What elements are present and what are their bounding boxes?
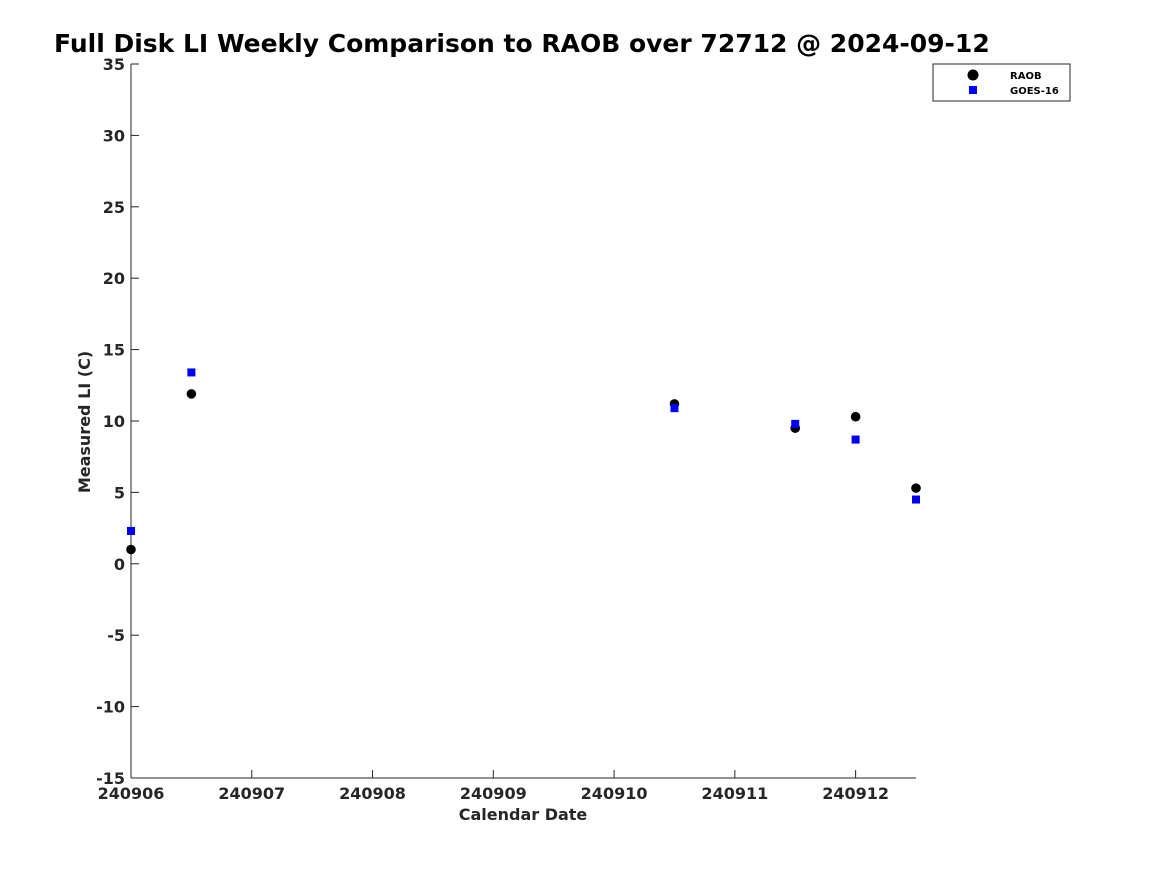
x-tick-label: 240909 bbox=[460, 784, 527, 803]
x-tick-label: 240908 bbox=[339, 784, 406, 803]
data-point bbox=[850, 411, 861, 422]
y-tick-label: 5 bbox=[114, 483, 125, 502]
y-tick-label: 10 bbox=[103, 412, 125, 431]
data-point bbox=[187, 368, 196, 377]
y-tick-label: 20 bbox=[103, 269, 125, 288]
chart-title: Full Disk LI Weekly Comparison to RAOB o… bbox=[54, 29, 990, 58]
x-tick-label: 240907 bbox=[218, 784, 285, 803]
y-tick-label: 35 bbox=[103, 55, 125, 74]
data-point bbox=[127, 526, 135, 535]
x-axis-label: Calendar Date bbox=[459, 805, 588, 824]
x-tick-label: 240906 bbox=[98, 784, 165, 803]
data-points bbox=[126, 368, 921, 555]
data-point bbox=[912, 495, 920, 504]
legend: RAOB GOES-16 bbox=[932, 63, 1071, 102]
y-tick-label: 30 bbox=[103, 126, 125, 145]
legend-marker bbox=[969, 86, 977, 94]
y-tick-label: -10 bbox=[96, 698, 125, 717]
series-raob bbox=[126, 389, 921, 555]
data-point bbox=[186, 389, 197, 399]
x-tick-label: 240912 bbox=[822, 784, 889, 803]
legend-marker bbox=[967, 69, 979, 81]
series-goes-16 bbox=[127, 368, 920, 535]
data-point bbox=[851, 435, 860, 444]
y-tick-label: -5 bbox=[107, 626, 125, 645]
x-tick-label: 240911 bbox=[701, 784, 768, 803]
legend-label: RAOB bbox=[1010, 71, 1042, 82]
data-point bbox=[126, 544, 136, 555]
y-tick-label: 0 bbox=[114, 555, 125, 574]
axes: -15 -10 -5 0 5 10 15 20 25 30 35 240906 240907 240908… bbox=[96, 55, 916, 803]
data-point bbox=[911, 483, 921, 493]
data-point bbox=[670, 404, 679, 413]
legend-box bbox=[932, 63, 1071, 102]
y-axis-label: Measured LI (C) bbox=[75, 351, 94, 493]
y-tick-label: 25 bbox=[103, 198, 125, 217]
y-tick-label: -15 bbox=[96, 769, 125, 788]
x-tick-label: 240910 bbox=[581, 784, 648, 803]
legend-label: GOES-16 bbox=[1010, 86, 1059, 97]
data-point bbox=[791, 419, 800, 428]
y-tick-label: 15 bbox=[103, 341, 125, 360]
